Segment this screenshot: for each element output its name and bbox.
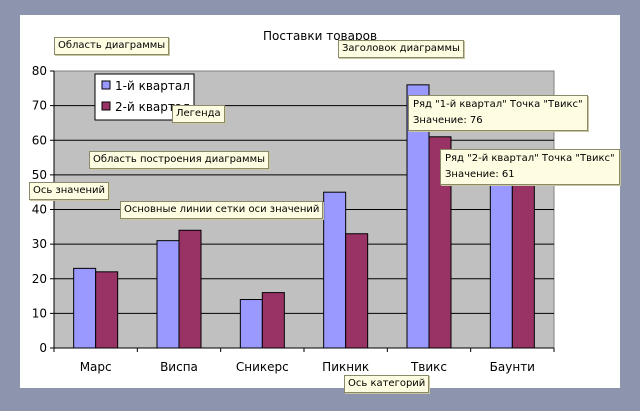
value-axis[interactable]: 0 10 20 30 40 50 60 70 80 (32, 64, 55, 355)
bar-q1[interactable] (156, 240, 180, 349)
legend-swatch-q1 (101, 80, 111, 90)
legend-swatch-q2 (101, 101, 111, 111)
bar-q2[interactable] (178, 229, 202, 349)
y-tick-label: 10 (32, 306, 47, 320)
y-tick-label: 30 (32, 237, 47, 251)
x-tick-label: Баунти (490, 360, 535, 374)
bar-q2[interactable] (261, 292, 285, 349)
tooltip-chart-title: Заголовок диаграммы (338, 40, 464, 58)
y-tick-label: 0 (39, 341, 47, 355)
bars (73, 84, 535, 349)
legend-label-q2: 2-й квартал (115, 100, 190, 114)
bar-q1[interactable] (489, 177, 513, 349)
y-tick-label: 50 (32, 168, 47, 182)
bar-q1[interactable] (239, 299, 263, 349)
tooltip-point-q2-twix: Ряд "2-й квартал" Точка "Твикс" Значение… (440, 149, 620, 185)
tooltip-value-axis: Ось значений (29, 182, 110, 200)
tooltip-category-axis: Ось категорий (344, 375, 430, 393)
x-tick-label: Марс (80, 360, 112, 374)
y-tick-label: 20 (32, 272, 47, 286)
chart-title[interactable]: Поставки товаров (263, 29, 377, 43)
y-tick-label: 70 (32, 99, 47, 113)
x-tick-label: Пикник (322, 360, 369, 374)
bar-q2[interactable] (345, 233, 369, 349)
tooltip-gridlines: Основные линии сетки оси значений (120, 201, 324, 219)
y-tick-label: 80 (32, 64, 47, 78)
tooltip-point-q1-twix: Ряд "1-й квартал" Точка "Твикс" Значение… (408, 95, 588, 131)
tooltip-point-q1-twix-series: Ряд "1-й квартал" Точка "Твикс" (413, 99, 583, 110)
tooltip-point-q1-twix-value: Значение: 76 (413, 115, 483, 126)
bar-q1[interactable] (323, 191, 347, 349)
x-tick-label: Твикс (410, 360, 447, 374)
bar-q1[interactable] (73, 267, 97, 349)
tooltip-chart-area: Область диаграммы (54, 37, 170, 55)
category-axis[interactable]: Марс Виспа Сникерс Пикник Твикс Баунти (53, 347, 555, 374)
x-tick-label: Виспа (160, 360, 198, 374)
y-tick-label: 40 (32, 203, 47, 217)
x-tick-label: Сникерс (236, 360, 289, 374)
bar-q2[interactable] (511, 174, 535, 349)
legend-label-q1: 1-й квартал (115, 79, 190, 93)
y-tick-label: 60 (32, 133, 47, 147)
tooltip-point-q2-twix-series: Ряд "2-й квартал" Точка "Твикс" (445, 153, 615, 164)
tooltip-point-q2-twix-value: Значение: 61 (445, 169, 515, 180)
bar-q2[interactable] (95, 271, 119, 349)
chart-area[interactable]: Поставки товаров 0 10 20 30 40 50 60 70 80 Марс В… (20, 15, 620, 393)
tooltip-legend: Легенда (172, 105, 225, 123)
tooltip-plot-area: Область построения диаграммы (89, 151, 270, 169)
